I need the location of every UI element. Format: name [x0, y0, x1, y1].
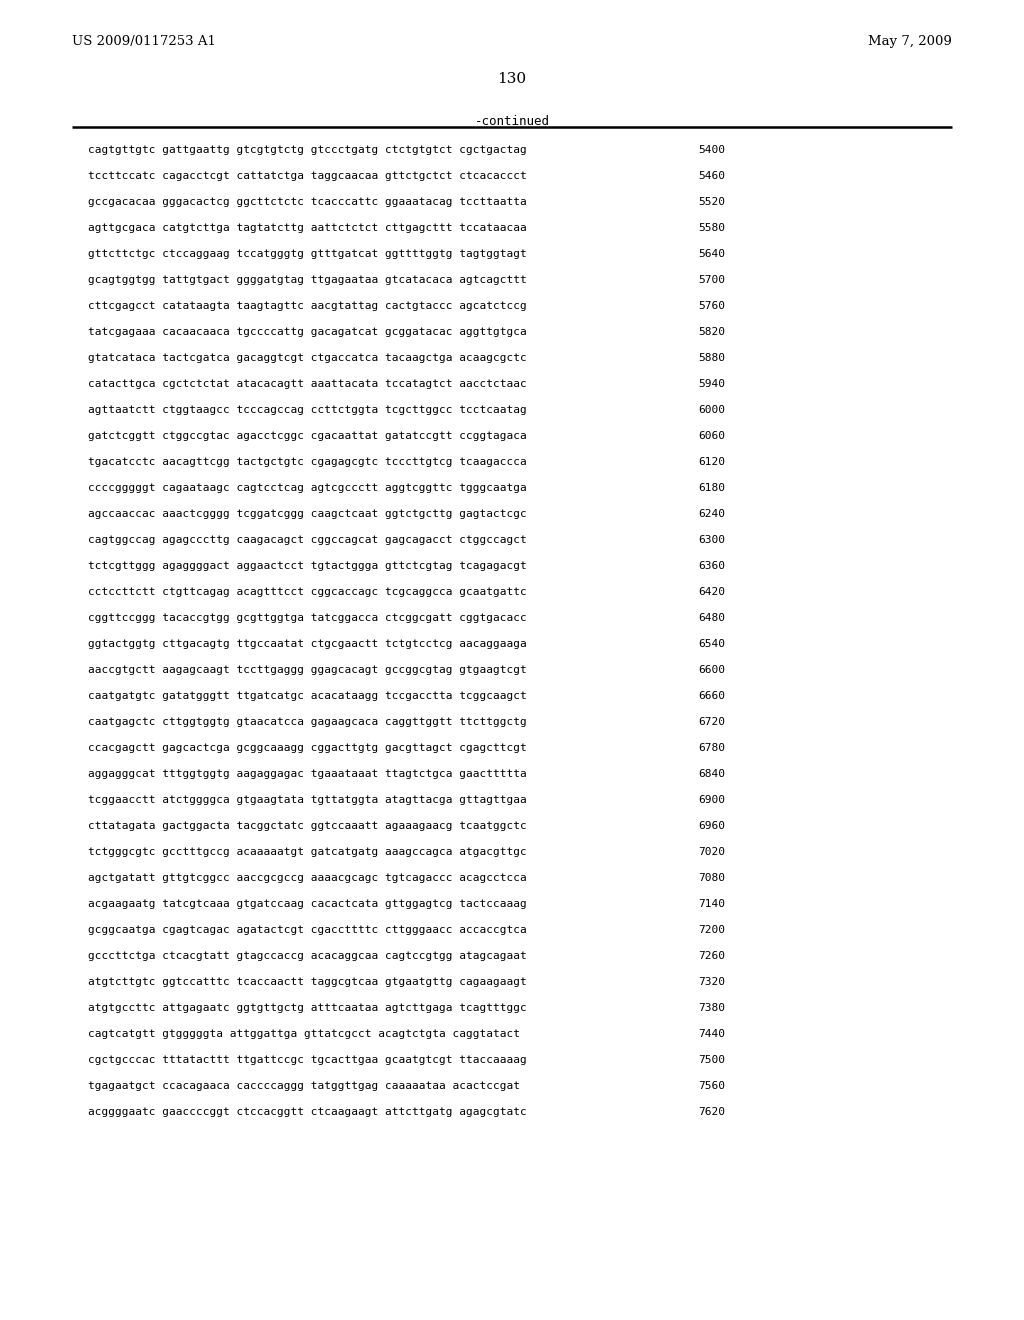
- Text: 6780: 6780: [698, 743, 725, 752]
- Text: 7620: 7620: [698, 1107, 725, 1117]
- Text: 6720: 6720: [698, 717, 725, 727]
- Text: agccaaccac aaactcgggg tcggatcggg caagctcaat ggtctgcttg gagtactcgc: agccaaccac aaactcgggg tcggatcggg caagctc…: [88, 510, 526, 519]
- Text: gttcttctgc ctccaggaag tccatgggtg gtttgatcat ggttttggtg tagtggtagt: gttcttctgc ctccaggaag tccatgggtg gtttgat…: [88, 249, 526, 259]
- Text: gcggcaatga cgagtcagac agatactcgt cgaccttttc cttgggaacc accaccgtca: gcggcaatga cgagtcagac agatactcgt cgacctt…: [88, 925, 526, 935]
- Text: cagtggccag agagcccttg caagacagct cggccagcat gagcagacct ctggccagct: cagtggccag agagcccttg caagacagct cggccag…: [88, 535, 526, 545]
- Text: 6840: 6840: [698, 770, 725, 779]
- Text: 5460: 5460: [698, 172, 725, 181]
- Text: 7320: 7320: [698, 977, 725, 987]
- Text: tcggaacctt atctggggca gtgaagtata tgttatggta atagttacga gttagttgaa: tcggaacctt atctggggca gtgaagtata tgttatg…: [88, 795, 526, 805]
- Text: 5400: 5400: [698, 145, 725, 154]
- Text: 5880: 5880: [698, 352, 725, 363]
- Text: 7500: 7500: [698, 1055, 725, 1065]
- Text: gatctcggtt ctggccgtac agacctcggc cgacaattat gatatccgtt ccggtagaca: gatctcggtt ctggccgtac agacctcggc cgacaat…: [88, 432, 526, 441]
- Text: -continued: -continued: [474, 115, 550, 128]
- Text: aggagggcat tttggtggtg aagaggagac tgaaataaat ttagtctgca gaacttttta: aggagggcat tttggtggtg aagaggagac tgaaata…: [88, 770, 526, 779]
- Text: 6480: 6480: [698, 612, 725, 623]
- Text: cttcgagcct catataagta taagtagttc aacgtattag cactgtaccc agcatctccg: cttcgagcct catataagta taagtagttc aacgtat…: [88, 301, 526, 312]
- Text: 7380: 7380: [698, 1003, 725, 1012]
- Text: 6900: 6900: [698, 795, 725, 805]
- Text: 6420: 6420: [698, 587, 725, 597]
- Text: agttaatctt ctggtaagcc tcccagccag ccttctggta tcgcttggcc tcctcaatag: agttaatctt ctggtaagcc tcccagccag ccttctg…: [88, 405, 526, 414]
- Text: tctcgttggg agaggggact aggaactcct tgtactggga gttctcgtag tcagagacgt: tctcgttggg agaggggact aggaactcct tgtactg…: [88, 561, 526, 572]
- Text: 6540: 6540: [698, 639, 725, 649]
- Text: 5940: 5940: [698, 379, 725, 389]
- Text: 5640: 5640: [698, 249, 725, 259]
- Text: 5580: 5580: [698, 223, 725, 234]
- Text: 7200: 7200: [698, 925, 725, 935]
- Text: 5760: 5760: [698, 301, 725, 312]
- Text: 6060: 6060: [698, 432, 725, 441]
- Text: 5520: 5520: [698, 197, 725, 207]
- Text: agttgcgaca catgtcttga tagtatcttg aattctctct cttgagcttt tccataacaa: agttgcgaca catgtcttga tagtatcttg aattctc…: [88, 223, 526, 234]
- Text: caatgagctc cttggtggtg gtaacatcca gagaagcaca caggttggtt ttcttggctg: caatgagctc cttggtggtg gtaacatcca gagaagc…: [88, 717, 526, 727]
- Text: agctgatatt gttgtcggcc aaccgcgccg aaaacgcagc tgtcagaccc acagcctcca: agctgatatt gttgtcggcc aaccgcgccg aaaacgc…: [88, 873, 526, 883]
- Text: gccgacacaa gggacactcg ggcttctctc tcacccattc ggaaatacag tccttaatta: gccgacacaa gggacactcg ggcttctctc tcaccca…: [88, 197, 526, 207]
- Text: tgacatcctc aacagttcgg tactgctgtc cgagagcgtc tcccttgtcg tcaagaccca: tgacatcctc aacagttcgg tactgctgtc cgagagc…: [88, 457, 526, 467]
- Text: cggttccggg tacaccgtgg gcgttggtga tatcggacca ctcggcgatt cggtgacacc: cggttccggg tacaccgtgg gcgttggtga tatcgga…: [88, 612, 526, 623]
- Text: gtatcataca tactcgatca gacaggtcgt ctgaccatca tacaagctga acaagcgctc: gtatcataca tactcgatca gacaggtcgt ctgacca…: [88, 352, 526, 363]
- Text: 130: 130: [498, 73, 526, 86]
- Text: 5700: 5700: [698, 275, 725, 285]
- Text: catacttgca cgctctctat atacacagtt aaattacata tccatagtct aacctctaac: catacttgca cgctctctat atacacagtt aaattac…: [88, 379, 526, 389]
- Text: ccccgggggt cagaataagc cagtcctcag agtcgccctt aggtcggttc tgggcaatga: ccccgggggt cagaataagc cagtcctcag agtcgcc…: [88, 483, 526, 492]
- Text: 6360: 6360: [698, 561, 725, 572]
- Text: 7440: 7440: [698, 1030, 725, 1039]
- Text: caatgatgtc gatatgggtt ttgatcatgc acacataagg tccgacctta tcggcaagct: caatgatgtc gatatgggtt ttgatcatgc acacata…: [88, 690, 526, 701]
- Text: tccttccatc cagacctcgt cattatctga taggcaacaa gttctgctct ctcacaccct: tccttccatc cagacctcgt cattatctga taggcaa…: [88, 172, 526, 181]
- Text: tctgggcgtc gcctttgccg acaaaaatgt gatcatgatg aaagccagca atgacgttgc: tctgggcgtc gcctttgccg acaaaaatgt gatcatg…: [88, 847, 526, 857]
- Text: cagtcatgtt gtgggggta attggattga gttatcgcct acagtctgta caggtatact: cagtcatgtt gtgggggta attggattga gttatcgc…: [88, 1030, 520, 1039]
- Text: atgtgccttc attgagaatc ggtgttgctg atttcaataa agtcttgaga tcagtttggc: atgtgccttc attgagaatc ggtgttgctg atttcaa…: [88, 1003, 526, 1012]
- Text: 7080: 7080: [698, 873, 725, 883]
- Text: 6180: 6180: [698, 483, 725, 492]
- Text: acgaagaatg tatcgtcaaa gtgatccaag cacactcata gttggagtcg tactccaaag: acgaagaatg tatcgtcaaa gtgatccaag cacactc…: [88, 899, 526, 909]
- Text: acggggaatc gaaccccggt ctccacggtt ctcaagaagt attcttgatg agagcgtatc: acggggaatc gaaccccggt ctccacggtt ctcaaga…: [88, 1107, 526, 1117]
- Text: 5820: 5820: [698, 327, 725, 337]
- Text: aaccgtgctt aagagcaagt tccttgaggg ggagcacagt gccggcgtag gtgaagtcgt: aaccgtgctt aagagcaagt tccttgaggg ggagcac…: [88, 665, 526, 675]
- Text: May 7, 2009: May 7, 2009: [868, 36, 952, 48]
- Text: cagtgttgtc gattgaattg gtcgtgtctg gtccctgatg ctctgtgtct cgctgactag: cagtgttgtc gattgaattg gtcgtgtctg gtccctg…: [88, 145, 526, 154]
- Text: 7140: 7140: [698, 899, 725, 909]
- Text: gcccttctga ctcacgtatt gtagccaccg acacaggcaa cagtccgtgg atagcagaat: gcccttctga ctcacgtatt gtagccaccg acacagg…: [88, 950, 526, 961]
- Text: gcagtggtgg tattgtgact ggggatgtag ttgagaataa gtcatacaca agtcagcttt: gcagtggtgg tattgtgact ggggatgtag ttgagaa…: [88, 275, 526, 285]
- Text: tgagaatgct ccacagaaca caccccaggg tatggttgag caaaaataa acactccgat: tgagaatgct ccacagaaca caccccaggg tatggtt…: [88, 1081, 520, 1092]
- Text: ccacgagctt gagcactcga gcggcaaagg cggacttgtg gacgttagct cgagcttcgt: ccacgagctt gagcactcga gcggcaaagg cggactt…: [88, 743, 526, 752]
- Text: 6600: 6600: [698, 665, 725, 675]
- Text: 6660: 6660: [698, 690, 725, 701]
- Text: 7560: 7560: [698, 1081, 725, 1092]
- Text: cgctgcccac tttatacttt ttgattccgc tgcacttgaa gcaatgtcgt ttaccaaaag: cgctgcccac tttatacttt ttgattccgc tgcactt…: [88, 1055, 526, 1065]
- Text: cttatagata gactggacta tacggctatc ggtccaaatt agaaagaacg tcaatggctc: cttatagata gactggacta tacggctatc ggtccaa…: [88, 821, 526, 832]
- Text: US 2009/0117253 A1: US 2009/0117253 A1: [72, 36, 216, 48]
- Text: cctccttctt ctgttcagag acagtttcct cggcaccagc tcgcaggcca gcaatgattc: cctccttctt ctgttcagag acagtttcct cggcacc…: [88, 587, 526, 597]
- Text: 6240: 6240: [698, 510, 725, 519]
- Text: 6120: 6120: [698, 457, 725, 467]
- Text: ggtactggtg cttgacagtg ttgccaatat ctgcgaactt tctgtcctcg aacaggaaga: ggtactggtg cttgacagtg ttgccaatat ctgcgaa…: [88, 639, 526, 649]
- Text: 6300: 6300: [698, 535, 725, 545]
- Text: 6000: 6000: [698, 405, 725, 414]
- Text: atgtcttgtc ggtccatttc tcaccaactt taggcgtcaa gtgaatgttg cagaagaagt: atgtcttgtc ggtccatttc tcaccaactt taggcgt…: [88, 977, 526, 987]
- Text: 7260: 7260: [698, 950, 725, 961]
- Text: tatcgagaaa cacaacaaca tgccccattg gacagatcat gcggatacac aggttgtgca: tatcgagaaa cacaacaaca tgccccattg gacagat…: [88, 327, 526, 337]
- Text: 6960: 6960: [698, 821, 725, 832]
- Text: 7020: 7020: [698, 847, 725, 857]
